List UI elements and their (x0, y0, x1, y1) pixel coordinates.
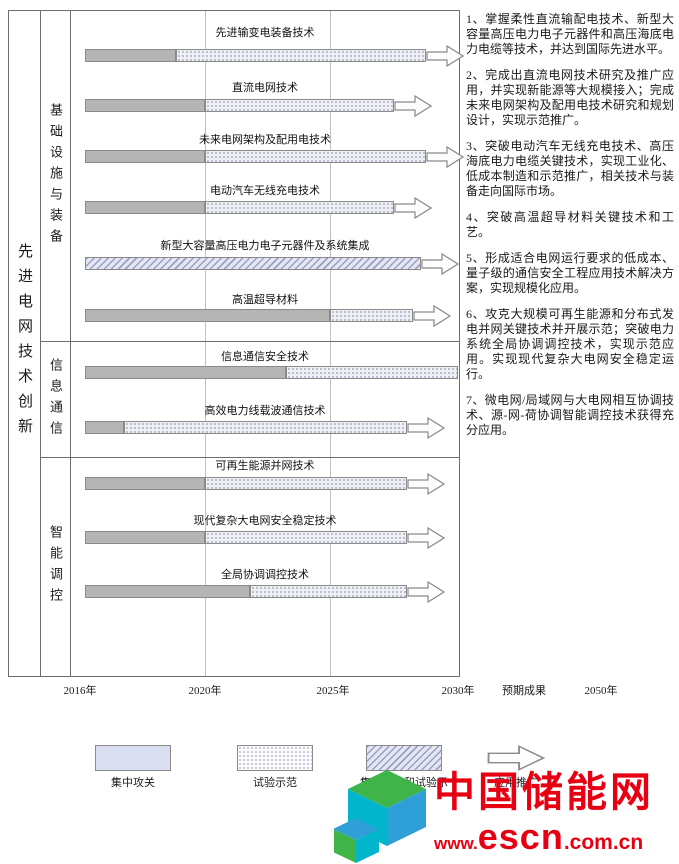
legend-label: 应用推广 (494, 777, 538, 789)
bar-segment-dotted (205, 531, 407, 544)
bar-segment-solid (85, 49, 176, 62)
tech-label: 信息通信安全技术 (221, 351, 309, 363)
frame-top-border (8, 10, 460, 11)
watermark-title: 中国储能网 (434, 769, 654, 815)
bar-segment-solid (85, 150, 205, 163)
escn-watermark: 中国储能网 www. escn .com.cn (333, 764, 679, 864)
tech-label: 电动汽车无线充电技术 (210, 185, 320, 197)
bar-segment-dotted (124, 421, 407, 434)
bar-segment-solid (85, 201, 205, 214)
bar-segment-solid (85, 366, 286, 379)
result-item: 4、突破高温超导材料关键技术和工艺。 (466, 210, 674, 239)
promotion-arrow-icon (421, 252, 460, 276)
tech-label: 未来电网架构及配用电技术 (199, 134, 331, 146)
promotion-arrow-icon (407, 526, 446, 550)
gridline-2020 (205, 10, 206, 676)
group-cell-3: 智能调控 (41, 458, 70, 676)
axis-tick: 2020年 (188, 685, 222, 697)
gridline-2025 (330, 10, 331, 676)
bar-segment-solid (85, 585, 250, 598)
group-label: 信息通信 (48, 357, 63, 442)
axis-tick: 2030年 (441, 685, 475, 697)
group-separator-2 (40, 457, 460, 458)
expected-results-column: 1、掌握柔性直流输配电技术、新型大容量高压电力电子元器件和高压海底电力电缆等技术… (466, 12, 674, 449)
promotion-arrow-icon (394, 196, 433, 220)
legend-swatch-hatch (366, 745, 442, 771)
bar-segment-dotted (205, 477, 407, 490)
tech-label: 高效电力线载波通信技术 (204, 405, 326, 417)
frame-bottom-border (8, 676, 460, 677)
axis-tick: 预期成果 (502, 685, 546, 697)
result-item: 3、突破电动汽车无线充电技术、高压海底电力电缆关键技术，实现工业化、低成本制造和… (466, 139, 674, 198)
watermark-url-escn: escn (477, 816, 564, 857)
promotion-arrow-icon (413, 304, 452, 328)
promotion-arrow-icon (407, 416, 446, 440)
frame-col2-border (70, 10, 71, 676)
bar-segment-solid (85, 477, 205, 490)
bar-segment-dotted (330, 309, 413, 322)
group-cell-1: 基础设施与装备 (41, 11, 70, 341)
escn-logo-icon (333, 766, 430, 864)
bar-segment-hatch (85, 257, 421, 270)
legend-arrow-icon (487, 744, 546, 772)
promotion-arrow-icon (426, 44, 465, 68)
bar-segment-solid (85, 531, 205, 544)
legend-label: 集中攻关 (111, 777, 155, 789)
legend-swatch-dotted (237, 745, 313, 771)
promotion-arrow-icon (407, 472, 446, 496)
promotion-arrow-icon (394, 94, 433, 118)
axis-tick: 2025年 (316, 685, 350, 697)
result-item: 6、攻克大规模可再生能源和分布式发电并网关键技术并开展示范；突破电力系统全局协调… (466, 307, 674, 381)
tech-label: 新型大容量高压电力电子元器件及系统集成 (160, 240, 370, 252)
watermark-url: www. escn .com.cn (434, 816, 654, 858)
result-item: 1、掌握柔性直流输配电技术、新型大容量高压电力电子元器件和高压海底电力电缆等技术… (466, 12, 674, 56)
group-label: 基础设施与装备 (48, 102, 63, 250)
result-item: 7、微电网/局域网与大电网相互协调技术、源-网-荷协调智能调控技术获得充分应用。 (466, 393, 674, 437)
bar-segment-dotted (250, 585, 407, 598)
watermark-url-tld: .com.cn (563, 831, 644, 854)
promotion-arrow-icon (407, 580, 446, 604)
frame-col1-border (40, 10, 41, 676)
bar-segment-dotted (205, 201, 394, 214)
legend-label: 试验示范 (253, 777, 297, 789)
watermark-url-www: www. (434, 834, 478, 853)
tech-label: 高温超导材料 (232, 294, 298, 306)
figure-main-title: 先进电网技术创新 (9, 11, 40, 675)
bar-segment-solid (85, 309, 330, 322)
bar-segment-dotted (286, 366, 458, 379)
frame-right-border (459, 10, 460, 676)
bar-segment-dotted (205, 150, 426, 163)
watermark-text-block: 中国储能网 www. escn .com.cn (434, 764, 654, 864)
bar-segment-dotted (176, 49, 426, 62)
tech-label: 全局协调调控技术 (221, 569, 309, 581)
result-item: 2、完成出直流电网技术研究及推广应用，并实现新能源等大规模接入；完成未来电网架构… (466, 68, 674, 127)
tech-label: 直流电网技术 (232, 82, 298, 94)
group-label: 智能调控 (48, 525, 63, 609)
tech-label: 现代复杂大电网安全稳定技术 (193, 515, 337, 527)
bar-segment-dotted (205, 99, 394, 112)
group-separator-1 (40, 341, 460, 342)
bar-segment-solid (85, 421, 124, 434)
legend-swatch-solid (95, 745, 171, 771)
tech-label: 可再生能源并网技术 (215, 460, 315, 472)
promotion-arrow-icon (426, 145, 465, 169)
result-item: 5、形成适合电网运行要求的低成本、量子级的通信安全工程应用技术解决方案，实现规模… (466, 251, 674, 295)
frame-left-border (8, 10, 9, 676)
bar-segment-solid (85, 99, 205, 112)
figure-main-title-text: 先进电网技术创新 (16, 243, 32, 443)
axis-tick: 2016年 (63, 685, 97, 697)
group-cell-2: 信息通信 (41, 342, 70, 457)
tech-label: 先进输变电装备技术 (215, 27, 315, 39)
axis-tick: 2050年 (584, 685, 618, 697)
